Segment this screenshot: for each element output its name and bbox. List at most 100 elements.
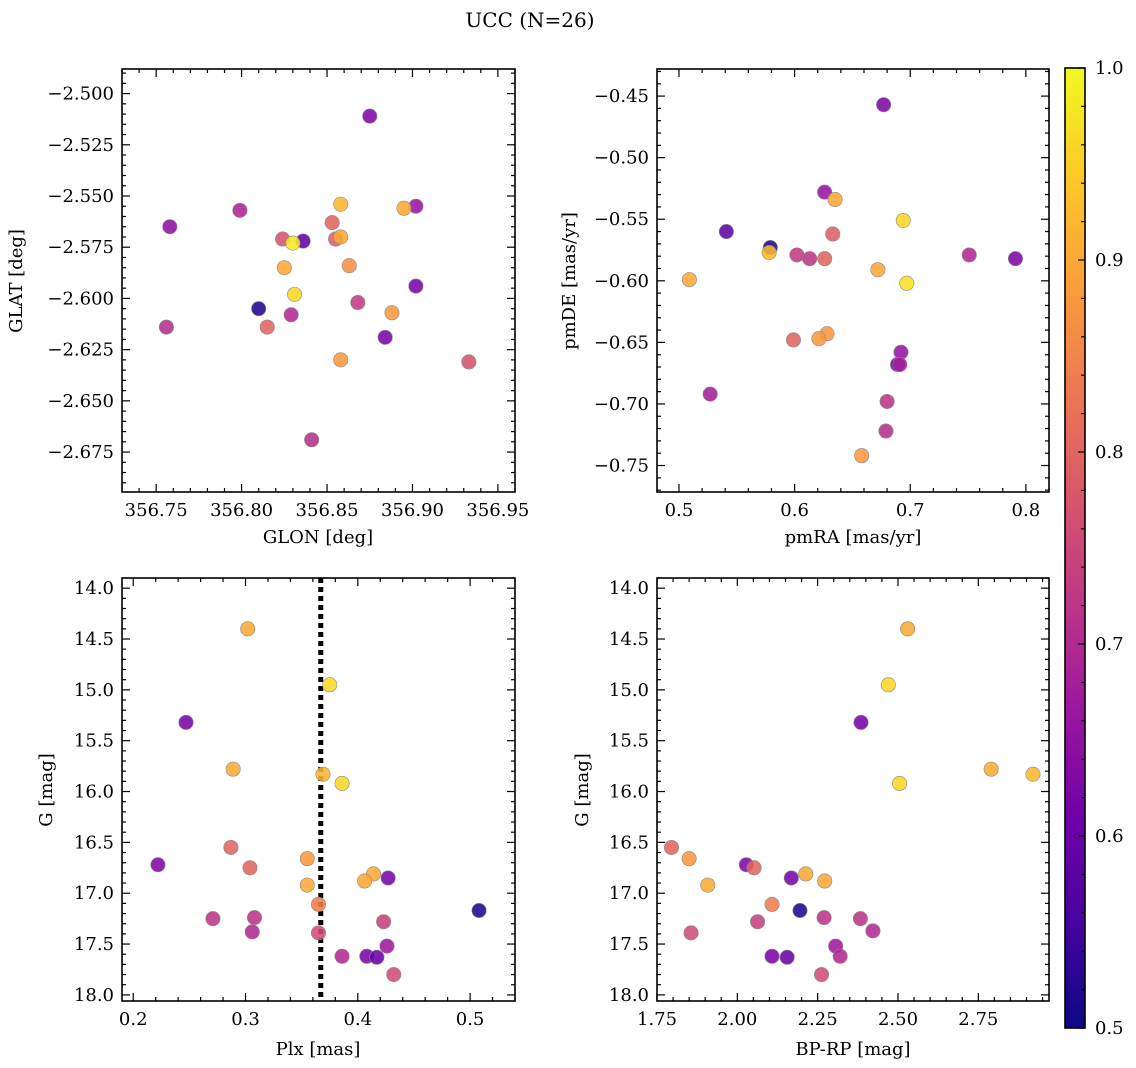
y-tick-label: −0.45 xyxy=(594,86,649,107)
data-point xyxy=(817,873,833,889)
y-tick-label: 17.0 xyxy=(74,883,114,904)
data-point xyxy=(380,870,396,886)
data-point xyxy=(246,910,262,926)
data-point xyxy=(379,938,395,954)
x-tick-label: 356.75 xyxy=(125,500,188,521)
data-point xyxy=(683,925,699,941)
x-tick-label: 0.4 xyxy=(343,1009,372,1030)
data-point xyxy=(334,948,350,964)
data-point xyxy=(764,896,780,912)
data-point xyxy=(764,948,780,964)
x-tick-label: 0.8 xyxy=(1012,500,1041,521)
y-tick-label: 16.5 xyxy=(74,832,114,853)
ticks-cmd: 1.75 2.00 2.25 2.50 2.75 14.0 14.5 15.0 15.5 16.0… xyxy=(609,577,1049,1030)
data-point xyxy=(681,851,697,867)
data-point xyxy=(1007,251,1023,267)
data-point xyxy=(350,295,366,311)
y-tick-label: 17.5 xyxy=(609,934,649,955)
colorbar-tick-label: 0.5 xyxy=(1095,1018,1124,1039)
x-tick-label: 356.90 xyxy=(381,500,444,521)
panel-plx-g: 0.2 0.3 0.4 0.5 14.0 14.5 15.0 15.5 16.0 16.5 17.0… xyxy=(36,577,516,1060)
data-point xyxy=(315,766,331,782)
data-point xyxy=(242,860,258,876)
colorbar-bar xyxy=(1065,68,1085,1028)
x-tick-label: 0.7 xyxy=(896,500,925,521)
data-point xyxy=(150,857,166,873)
y-tick-label: 15.5 xyxy=(609,731,649,752)
data-point xyxy=(961,247,977,263)
y-tick-label: 16.0 xyxy=(609,782,649,803)
y-tick-label: −2.625 xyxy=(47,340,114,361)
y-tick-label: −0.55 xyxy=(594,209,649,230)
data-point xyxy=(783,870,799,886)
xlabel-pm: pmRA [mas/yr] xyxy=(785,527,922,548)
data-point xyxy=(244,924,260,940)
ylabel-glon-glat: GLAT [deg] xyxy=(6,229,27,333)
data-point xyxy=(816,910,832,926)
ylabel-pm: pmDE [mas/yr] xyxy=(559,212,580,350)
y-tick-label: 16.0 xyxy=(74,782,114,803)
x-tick-label: 0.6 xyxy=(780,500,809,521)
data-point xyxy=(779,949,795,965)
y-tick-label: 16.5 xyxy=(609,832,649,853)
axes-frame-plx-g xyxy=(121,577,516,1002)
data-point xyxy=(852,911,868,927)
data-point xyxy=(681,272,697,288)
data-point xyxy=(287,286,303,302)
y-tick-label: −0.60 xyxy=(594,271,649,292)
data-point xyxy=(225,761,241,777)
x-tick-label: 2.00 xyxy=(717,1009,757,1030)
data-point xyxy=(832,948,848,964)
xlabel-glon-glat: GLON [deg] xyxy=(263,527,373,548)
y-tick-label: −2.675 xyxy=(47,442,114,463)
data-point xyxy=(892,357,908,373)
y-tick-label: 18.0 xyxy=(74,985,114,1006)
points-pm xyxy=(681,97,1023,464)
ylabel-plx-g: G [mag] xyxy=(36,753,57,826)
data-point xyxy=(240,621,256,637)
x-tick-label: 1.75 xyxy=(637,1009,677,1030)
x-tick-label: 2.75 xyxy=(958,1009,998,1030)
data-point xyxy=(158,319,174,335)
colorbar-frame xyxy=(1064,67,1086,1029)
data-point xyxy=(333,229,349,245)
y-tick-label: 15.0 xyxy=(74,680,114,701)
points-glon-glat xyxy=(158,108,477,448)
data-point xyxy=(853,714,869,730)
points-cmd xyxy=(663,621,1041,983)
data-point xyxy=(386,967,402,983)
colorbar-tick-label: 0.8 xyxy=(1095,442,1124,463)
y-tick-label: −2.550 xyxy=(47,186,114,207)
colorbar-tick-label: 0.9 xyxy=(1095,250,1124,271)
figure-title: UCC (N=26) xyxy=(465,8,594,32)
data-point xyxy=(899,275,915,291)
data-point xyxy=(376,914,392,930)
points-plx-g xyxy=(150,578,487,1001)
data-point xyxy=(865,923,881,939)
y-tick-label: −0.65 xyxy=(594,332,649,353)
data-point xyxy=(761,244,777,260)
data-point xyxy=(299,877,315,893)
data-point xyxy=(702,386,718,402)
data-point xyxy=(663,839,679,855)
x-tick-label: 0.5 xyxy=(456,1009,485,1030)
colorbar-tick-label: 1.0 xyxy=(1095,58,1124,79)
panel-glon-glat: 356.75 356.80 356.85 356.90 356.95 −2.500 −2.5… xyxy=(6,68,529,548)
data-point xyxy=(880,677,896,693)
data-point xyxy=(825,226,841,242)
y-tick-label: 14.0 xyxy=(74,578,114,599)
data-point xyxy=(900,621,916,637)
y-tick-label: 18.0 xyxy=(609,985,649,1006)
data-point xyxy=(876,97,892,113)
data-point xyxy=(789,247,805,263)
data-point xyxy=(283,307,299,323)
y-tick-label: 14.5 xyxy=(609,629,649,650)
xlabel-cmd: BP-RP [mag] xyxy=(795,1039,910,1060)
data-point xyxy=(817,184,833,200)
x-tick-label: 356.95 xyxy=(466,500,529,521)
colorbar-tick-label: 0.6 xyxy=(1095,826,1124,847)
axes-frame-glon-glat xyxy=(121,68,516,493)
data-point xyxy=(814,967,830,983)
data-point xyxy=(892,775,908,791)
